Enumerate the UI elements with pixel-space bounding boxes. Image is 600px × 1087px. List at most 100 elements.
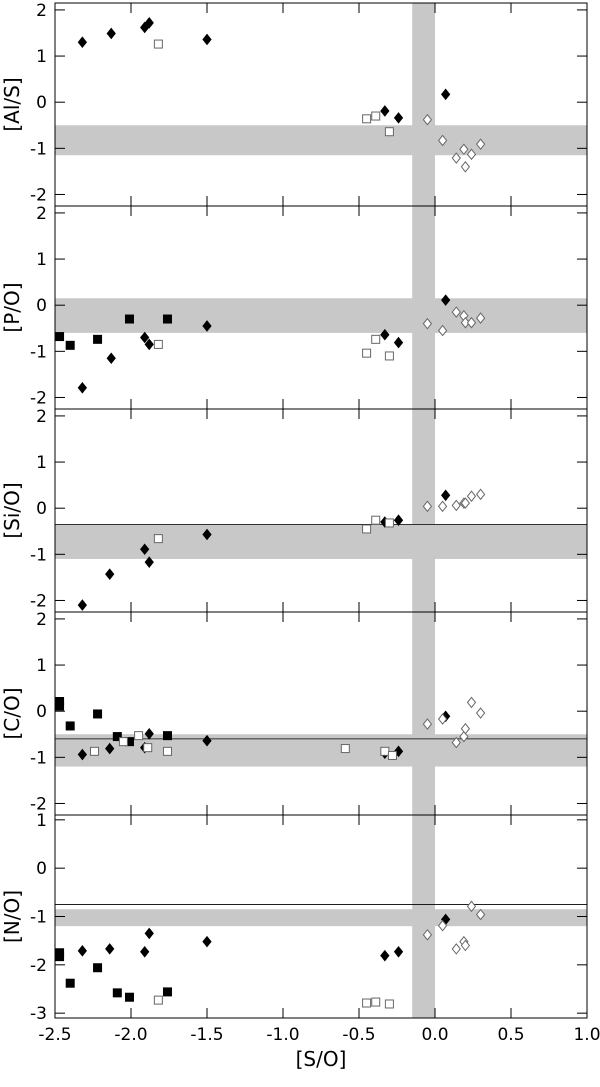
square-point [90, 746, 100, 756]
square-point [371, 997, 381, 1007]
x-tick-label: -0.5 [342, 1025, 375, 1045]
diamond-point [202, 33, 212, 46]
square-point [55, 332, 65, 342]
square-point [93, 709, 103, 719]
y-tick-label: -2 [30, 388, 47, 408]
x-tick-label: -1.5 [190, 1025, 223, 1045]
square-point [340, 744, 350, 754]
square-point [371, 111, 381, 121]
diamond-point [466, 148, 477, 161]
diamond-point [451, 943, 461, 955]
diamond-point [144, 17, 154, 29]
diamond-point [475, 908, 486, 921]
y-tick-label: 2 [36, 407, 47, 427]
diamond-point [422, 113, 433, 126]
square-point [65, 978, 75, 988]
square-point [362, 348, 372, 358]
panel-frame [54, 2, 588, 207]
y-tick-label: 2 [36, 1, 47, 21]
diamond-point [380, 328, 390, 341]
diamond-point [140, 945, 150, 958]
diamond-point [466, 490, 477, 502]
y-tick-label: -1 [30, 342, 47, 362]
diamond-point [202, 320, 212, 332]
y-tick-label: 1 [36, 453, 47, 473]
diamond-point [451, 499, 461, 512]
diamond-point [440, 489, 451, 502]
square-point [387, 750, 397, 760]
diamond-point [475, 707, 486, 719]
y-axis-label: [P/O] [0, 282, 24, 332]
square-point [65, 721, 75, 731]
diamond-point [202, 935, 212, 948]
v-band [412, 3, 435, 206]
h-band [55, 524, 587, 559]
y-axis-label: [Al/S] [0, 77, 24, 131]
diamond-point [144, 927, 154, 940]
square-point [55, 948, 65, 958]
square-point [384, 351, 394, 361]
square-point [153, 39, 163, 49]
diamond-point [466, 316, 477, 329]
v-band [412, 206, 435, 409]
panel-frame [54, 408, 588, 613]
y-tick-label: -2 [30, 956, 47, 976]
square-point [162, 314, 172, 324]
y-tick-label: 0 [36, 702, 47, 722]
diamond-point [202, 734, 212, 747]
square-point [362, 114, 372, 124]
y-axis-label: [C/O] [0, 687, 24, 739]
diamond-point [460, 497, 471, 509]
diamond-point [77, 945, 88, 957]
diamond-point [440, 88, 451, 101]
diamond-point [451, 736, 461, 749]
diamond-point [144, 338, 154, 351]
square-point [118, 737, 128, 747]
square-point [134, 731, 144, 741]
square-point [112, 732, 122, 742]
square-point [362, 524, 372, 534]
diamond-point [393, 336, 404, 349]
y-tick-label: 1 [36, 47, 47, 67]
square-point [153, 534, 163, 544]
diamond-point [393, 945, 404, 958]
diamond-point [393, 514, 404, 526]
square-point [371, 515, 381, 525]
y-tick-label: -2 [30, 591, 47, 611]
diamond-point [459, 730, 469, 743]
h-band [55, 909, 587, 927]
diamond-point [475, 312, 486, 324]
y-tick-label: 0 [36, 296, 47, 316]
y-tick-label: 1 [36, 656, 47, 676]
square-point [371, 334, 381, 344]
diamond-point [106, 27, 116, 40]
diamond-point [77, 381, 88, 394]
square-point [384, 127, 394, 137]
diamond-point [460, 722, 471, 735]
square-point [93, 963, 103, 973]
v-band [412, 612, 435, 815]
diamond-point [105, 943, 115, 955]
diamond-point [144, 556, 154, 568]
square-point [162, 746, 172, 756]
square-point [112, 988, 122, 998]
square-point [384, 518, 394, 528]
diamond-point [437, 324, 448, 337]
y-axis-label: [N/O] [0, 890, 24, 943]
square-point [162, 987, 172, 997]
diamond-point [77, 36, 88, 49]
diamond-point [451, 306, 461, 318]
diamond-point [105, 742, 115, 755]
square-point [380, 746, 390, 756]
diamond-point [460, 939, 471, 952]
x-tick-label: -2.0 [114, 1025, 147, 1045]
y-tick-label: -2 [30, 794, 47, 814]
diamond-point [106, 352, 116, 365]
diamond-point [460, 160, 471, 173]
diamond-point [422, 929, 433, 941]
y-tick-label: -1 [30, 748, 47, 768]
y-tick-label: 2 [36, 204, 47, 224]
diamond-point [460, 316, 471, 329]
y-tick-label: -1 [30, 545, 47, 565]
